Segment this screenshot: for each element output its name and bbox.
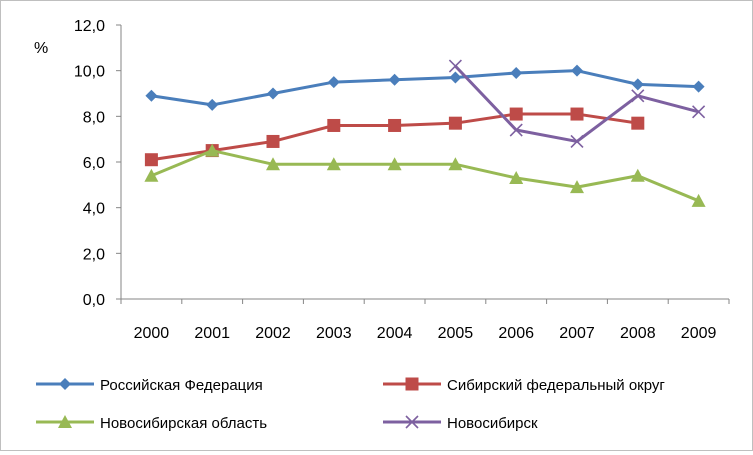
series-1-point-diamond-marker xyxy=(692,80,705,93)
x-tick-labels: 2000 2001 2002 2003 2004 2005 2006 2007 2008 2009 xyxy=(134,325,717,342)
legend: Российская Федерация Сибирский федеральны… xyxy=(36,377,665,432)
legend-label: Российская Федерация xyxy=(100,377,263,394)
legend-label: Сибирский федеральный округ xyxy=(447,377,665,394)
x-tick-label: 2005 xyxy=(438,325,474,342)
series-3-point-triangle-marker xyxy=(570,180,584,194)
series-2-point-square-marker xyxy=(327,118,341,132)
series-4-point-x-marker xyxy=(570,134,584,149)
series-3-point-triangle-marker xyxy=(630,168,645,182)
series-3-point-triangle-marker xyxy=(691,193,706,207)
series-1-point-diamond-marker xyxy=(145,89,158,102)
legend-item-4: Новосибирск xyxy=(383,415,538,432)
series-3-line xyxy=(150,149,700,203)
legend-label: Новосибирск xyxy=(447,415,538,432)
y-tick-labels: 0,0 2,0 4,0 6,0 8,0 10,0 12,0 xyxy=(74,18,105,309)
legend-swatch-square-marker xyxy=(405,377,419,391)
series-1-point-diamond-marker xyxy=(206,98,219,111)
x-tick-label: 2001 xyxy=(194,325,230,342)
x-tick-label: 2002 xyxy=(255,325,291,342)
legend-item-1: Российская Федерация xyxy=(36,377,263,394)
series-4-point-x-marker xyxy=(692,105,706,119)
series-2-point-square-marker xyxy=(266,134,280,148)
series-3-point-triangle-marker xyxy=(448,157,463,171)
x-tick-label: 2000 xyxy=(134,325,170,342)
series-1-point-diamond-marker xyxy=(327,76,340,89)
x-tick-label: 2006 xyxy=(498,325,534,342)
y-tick-label: 2,0 xyxy=(83,246,105,263)
y-tick-label: 6,0 xyxy=(83,155,105,172)
y-tick-label: 8,0 xyxy=(83,109,105,126)
series-3 xyxy=(144,143,706,207)
series-1-point-diamond-marker xyxy=(571,64,583,77)
series-1-point-diamond-marker xyxy=(449,71,462,84)
y-tick-label: 12,0 xyxy=(74,18,105,35)
x-tick-label: 2003 xyxy=(316,325,352,342)
series-3-point-triangle-marker xyxy=(509,170,524,184)
y-tick-label: 0,0 xyxy=(83,292,105,309)
legend-item-3: Новосибирская область xyxy=(36,415,267,432)
series-2-point-square-marker xyxy=(388,118,402,132)
series-1-point-diamond-marker xyxy=(388,73,401,86)
series-1-point-diamond-marker xyxy=(631,78,644,91)
series-1-point-diamond-marker xyxy=(510,66,523,79)
y-tick-label: 10,0 xyxy=(74,64,105,81)
axes xyxy=(116,24,730,304)
series-4 xyxy=(448,59,706,149)
x-tick-label: 2008 xyxy=(620,325,656,342)
series-2-point-square-marker xyxy=(448,116,462,130)
series-2-point-square-marker xyxy=(631,116,645,130)
series-4-line xyxy=(454,65,699,143)
series-4-point-x-marker xyxy=(509,123,523,137)
y-tick-label: 4,0 xyxy=(83,201,105,218)
series-1-point-diamond-marker xyxy=(267,87,279,100)
series-1-line xyxy=(151,69,699,107)
series-2-point-square-marker xyxy=(144,153,158,167)
series-2-point-square-marker xyxy=(570,107,584,121)
y-axis-unit-label: % xyxy=(34,40,48,57)
legend-swatch-triangle-marker xyxy=(58,415,72,428)
legend-item-2: Сибирский федеральный округ xyxy=(383,377,665,394)
series-3-point-triangle-marker xyxy=(266,157,280,171)
series-4-point-x-marker xyxy=(448,59,462,73)
series-3-point-triangle-marker xyxy=(387,157,402,171)
series-3-point-triangle-marker xyxy=(205,143,220,157)
x-tick-label: 2007 xyxy=(559,325,595,342)
x-tick-label: 2004 xyxy=(377,325,413,342)
legend-label: Новосибирская область xyxy=(100,415,267,432)
series-1 xyxy=(145,64,705,111)
series-3-point-triangle-marker xyxy=(326,157,341,171)
x-tick-label: 2009 xyxy=(681,325,717,342)
series-4-point-x-marker xyxy=(631,89,645,103)
series-2-point-square-marker xyxy=(509,107,523,121)
series-3-point-triangle-marker xyxy=(144,168,159,182)
series-group xyxy=(144,59,706,207)
legend-swatch-diamond-marker xyxy=(59,378,71,390)
legend-swatch-x-marker xyxy=(405,415,419,429)
